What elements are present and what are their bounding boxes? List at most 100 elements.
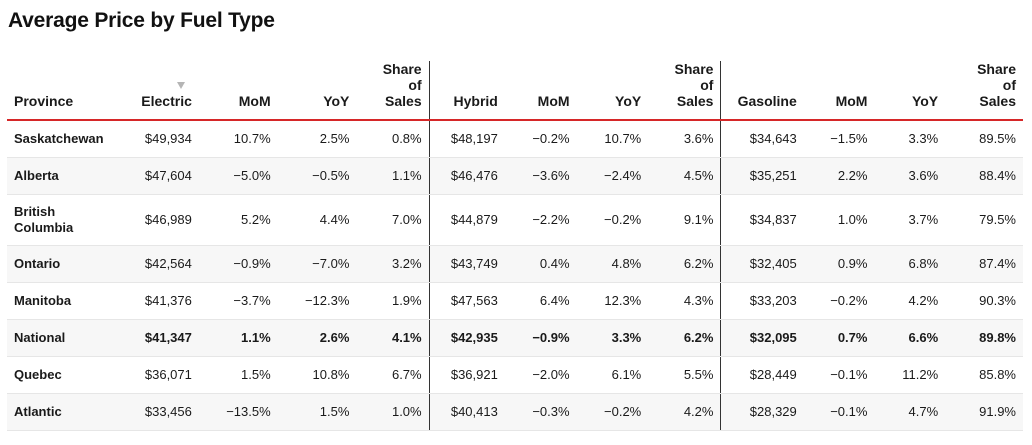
column-header-electric-share[interactable]: Share of Sales xyxy=(356,61,429,120)
province-cell: Alberta xyxy=(7,157,124,195)
value-cell: $42,935 xyxy=(428,319,505,357)
value-cell: −0.9% xyxy=(198,245,278,283)
value-cell: $28,329 xyxy=(720,393,804,431)
value-cell: −0.1% xyxy=(803,393,875,431)
value-cell: 1.5% xyxy=(277,393,357,431)
value-cell: −13.5% xyxy=(198,393,278,431)
value-cell: $36,921 xyxy=(428,356,505,394)
value-cell: 1.9% xyxy=(356,282,430,320)
value-cell: −3.7% xyxy=(198,282,278,320)
value-cell: 0.7% xyxy=(803,319,875,357)
value-cell: −1.5% xyxy=(803,120,875,158)
table-row: British Columbia $46,989 5.2% 4.4% 7.0% $44,87… xyxy=(7,194,1023,246)
value-cell: 4.2% xyxy=(874,282,946,320)
value-cell: 1.1% xyxy=(198,319,278,357)
value-cell: 0.9% xyxy=(803,245,875,283)
value-cell: 6.6% xyxy=(874,319,946,357)
table-row: Atlantic $33,456 −13.5% 1.5% 1.0% $40,413 −0.3… xyxy=(7,393,1023,431)
value-cell: $28,449 xyxy=(720,356,804,394)
value-cell: 90.3% xyxy=(945,282,1023,320)
value-cell: −0.5% xyxy=(277,157,357,195)
value-cell: $32,405 xyxy=(720,245,804,283)
value-cell: $41,347 xyxy=(123,319,199,357)
header-line: Sales xyxy=(385,93,422,109)
value-cell: 3.3% xyxy=(874,120,946,158)
value-cell: 2.6% xyxy=(277,319,357,357)
column-header-electric[interactable]: Electric xyxy=(123,61,199,120)
value-cell: 2.5% xyxy=(277,120,357,158)
province-cell: Manitoba xyxy=(7,282,124,320)
table-row: Quebec $36,071 1.5% 10.8% 6.7% $36,921 −2.0% 6.… xyxy=(7,356,1023,394)
sort-down-icon xyxy=(176,82,185,89)
value-cell: 4.7% xyxy=(874,393,946,431)
column-header-electric-yoy[interactable]: YoY xyxy=(323,93,350,109)
value-cell: 1.0% xyxy=(356,393,430,431)
header-line: Share xyxy=(382,61,422,77)
province-cell: Quebec xyxy=(7,356,124,394)
column-header-gasoline-mom[interactable]: MoM xyxy=(835,93,868,109)
column-header-hybrid[interactable]: Hybrid xyxy=(428,61,505,120)
value-cell: 3.3% xyxy=(576,319,649,357)
header-line: Share xyxy=(977,61,1016,77)
value-cell: 3.6% xyxy=(874,157,946,195)
column-header-gasoline-share[interactable]: Share of Sales xyxy=(945,61,1023,120)
column-header-electric-mom[interactable]: MoM xyxy=(238,93,271,109)
value-cell: 91.9% xyxy=(945,393,1023,431)
value-cell: 1.0% xyxy=(803,194,875,246)
value-cell: 79.5% xyxy=(945,194,1023,246)
column-header-province[interactable]: Province xyxy=(14,93,74,109)
value-cell: 11.2% xyxy=(874,356,946,394)
value-cell: 6.8% xyxy=(874,245,946,283)
value-cell: $41,376 xyxy=(123,282,199,320)
column-header-gasoline-yoy[interactable]: YoY xyxy=(911,93,939,109)
value-cell: 4.3% xyxy=(648,282,721,320)
price-table: Province Electric MoM YoY Share of Sales… xyxy=(7,61,1023,431)
value-cell: 4.4% xyxy=(277,194,357,246)
value-cell: 6.4% xyxy=(504,282,577,320)
value-cell: 5.5% xyxy=(648,356,721,394)
value-cell: $43,749 xyxy=(428,245,505,283)
province-cell: Saskatchewan xyxy=(7,120,124,158)
table-row: Saskatchewan $49,934 10.7% 2.5% 0.8% $48,197−… xyxy=(7,120,1023,158)
value-cell: −0.1% xyxy=(803,356,875,394)
value-cell: 1.1% xyxy=(356,157,430,195)
value-cell: $33,456 xyxy=(123,393,199,431)
value-cell: 10.7% xyxy=(198,120,278,158)
column-header-hybrid-yoy[interactable]: YoY xyxy=(615,93,642,109)
value-cell: 6.2% xyxy=(648,319,721,357)
value-cell: $46,989 xyxy=(123,194,199,246)
value-cell: −5.0% xyxy=(198,157,278,195)
value-cell: −0.9% xyxy=(504,319,577,357)
column-header-gasoline[interactable]: Gasoline xyxy=(720,61,804,120)
value-cell: 12.3% xyxy=(576,282,649,320)
value-cell: 3.7% xyxy=(874,194,946,246)
column-header-hybrid-mom[interactable]: MoM xyxy=(537,93,570,109)
value-cell: 0.4% xyxy=(504,245,577,283)
value-cell: −0.2% xyxy=(504,120,577,158)
value-cell: $44,879 xyxy=(428,194,505,246)
table-row: Manitoba $41,376 −3.7% −12.3% 1.9% $47,563 6.4… xyxy=(7,282,1023,320)
value-cell: 6.2% xyxy=(648,245,721,283)
value-cell: −7.0% xyxy=(277,245,357,283)
header-line: of xyxy=(408,77,422,93)
header-line: of xyxy=(700,77,714,93)
value-cell: −0.2% xyxy=(576,393,649,431)
value-cell: 87.4% xyxy=(945,245,1023,283)
value-cell: 7.0% xyxy=(356,194,430,246)
header-row: Province Electric MoM YoY Share of Sales… xyxy=(7,61,1023,120)
value-cell: 4.1% xyxy=(356,319,430,357)
column-header-label: Electric xyxy=(141,93,192,109)
column-header-hybrid-share[interactable]: Share of Sales xyxy=(648,61,721,120)
value-cell: $33,203 xyxy=(720,282,804,320)
value-cell: −2.2% xyxy=(504,194,577,246)
page-title: Average Price by Fuel Type xyxy=(8,9,275,32)
value-cell: 3.6% xyxy=(648,120,721,158)
province-cell: National xyxy=(7,319,124,357)
value-cell: 6.7% xyxy=(356,356,430,394)
value-cell: 89.5% xyxy=(945,120,1023,158)
header-line: Share xyxy=(674,61,714,77)
value-cell: 89.8% xyxy=(945,319,1023,357)
value-cell: $47,563 xyxy=(428,282,505,320)
value-cell: 3.2% xyxy=(356,245,430,283)
value-cell: 1.5% xyxy=(198,356,278,394)
